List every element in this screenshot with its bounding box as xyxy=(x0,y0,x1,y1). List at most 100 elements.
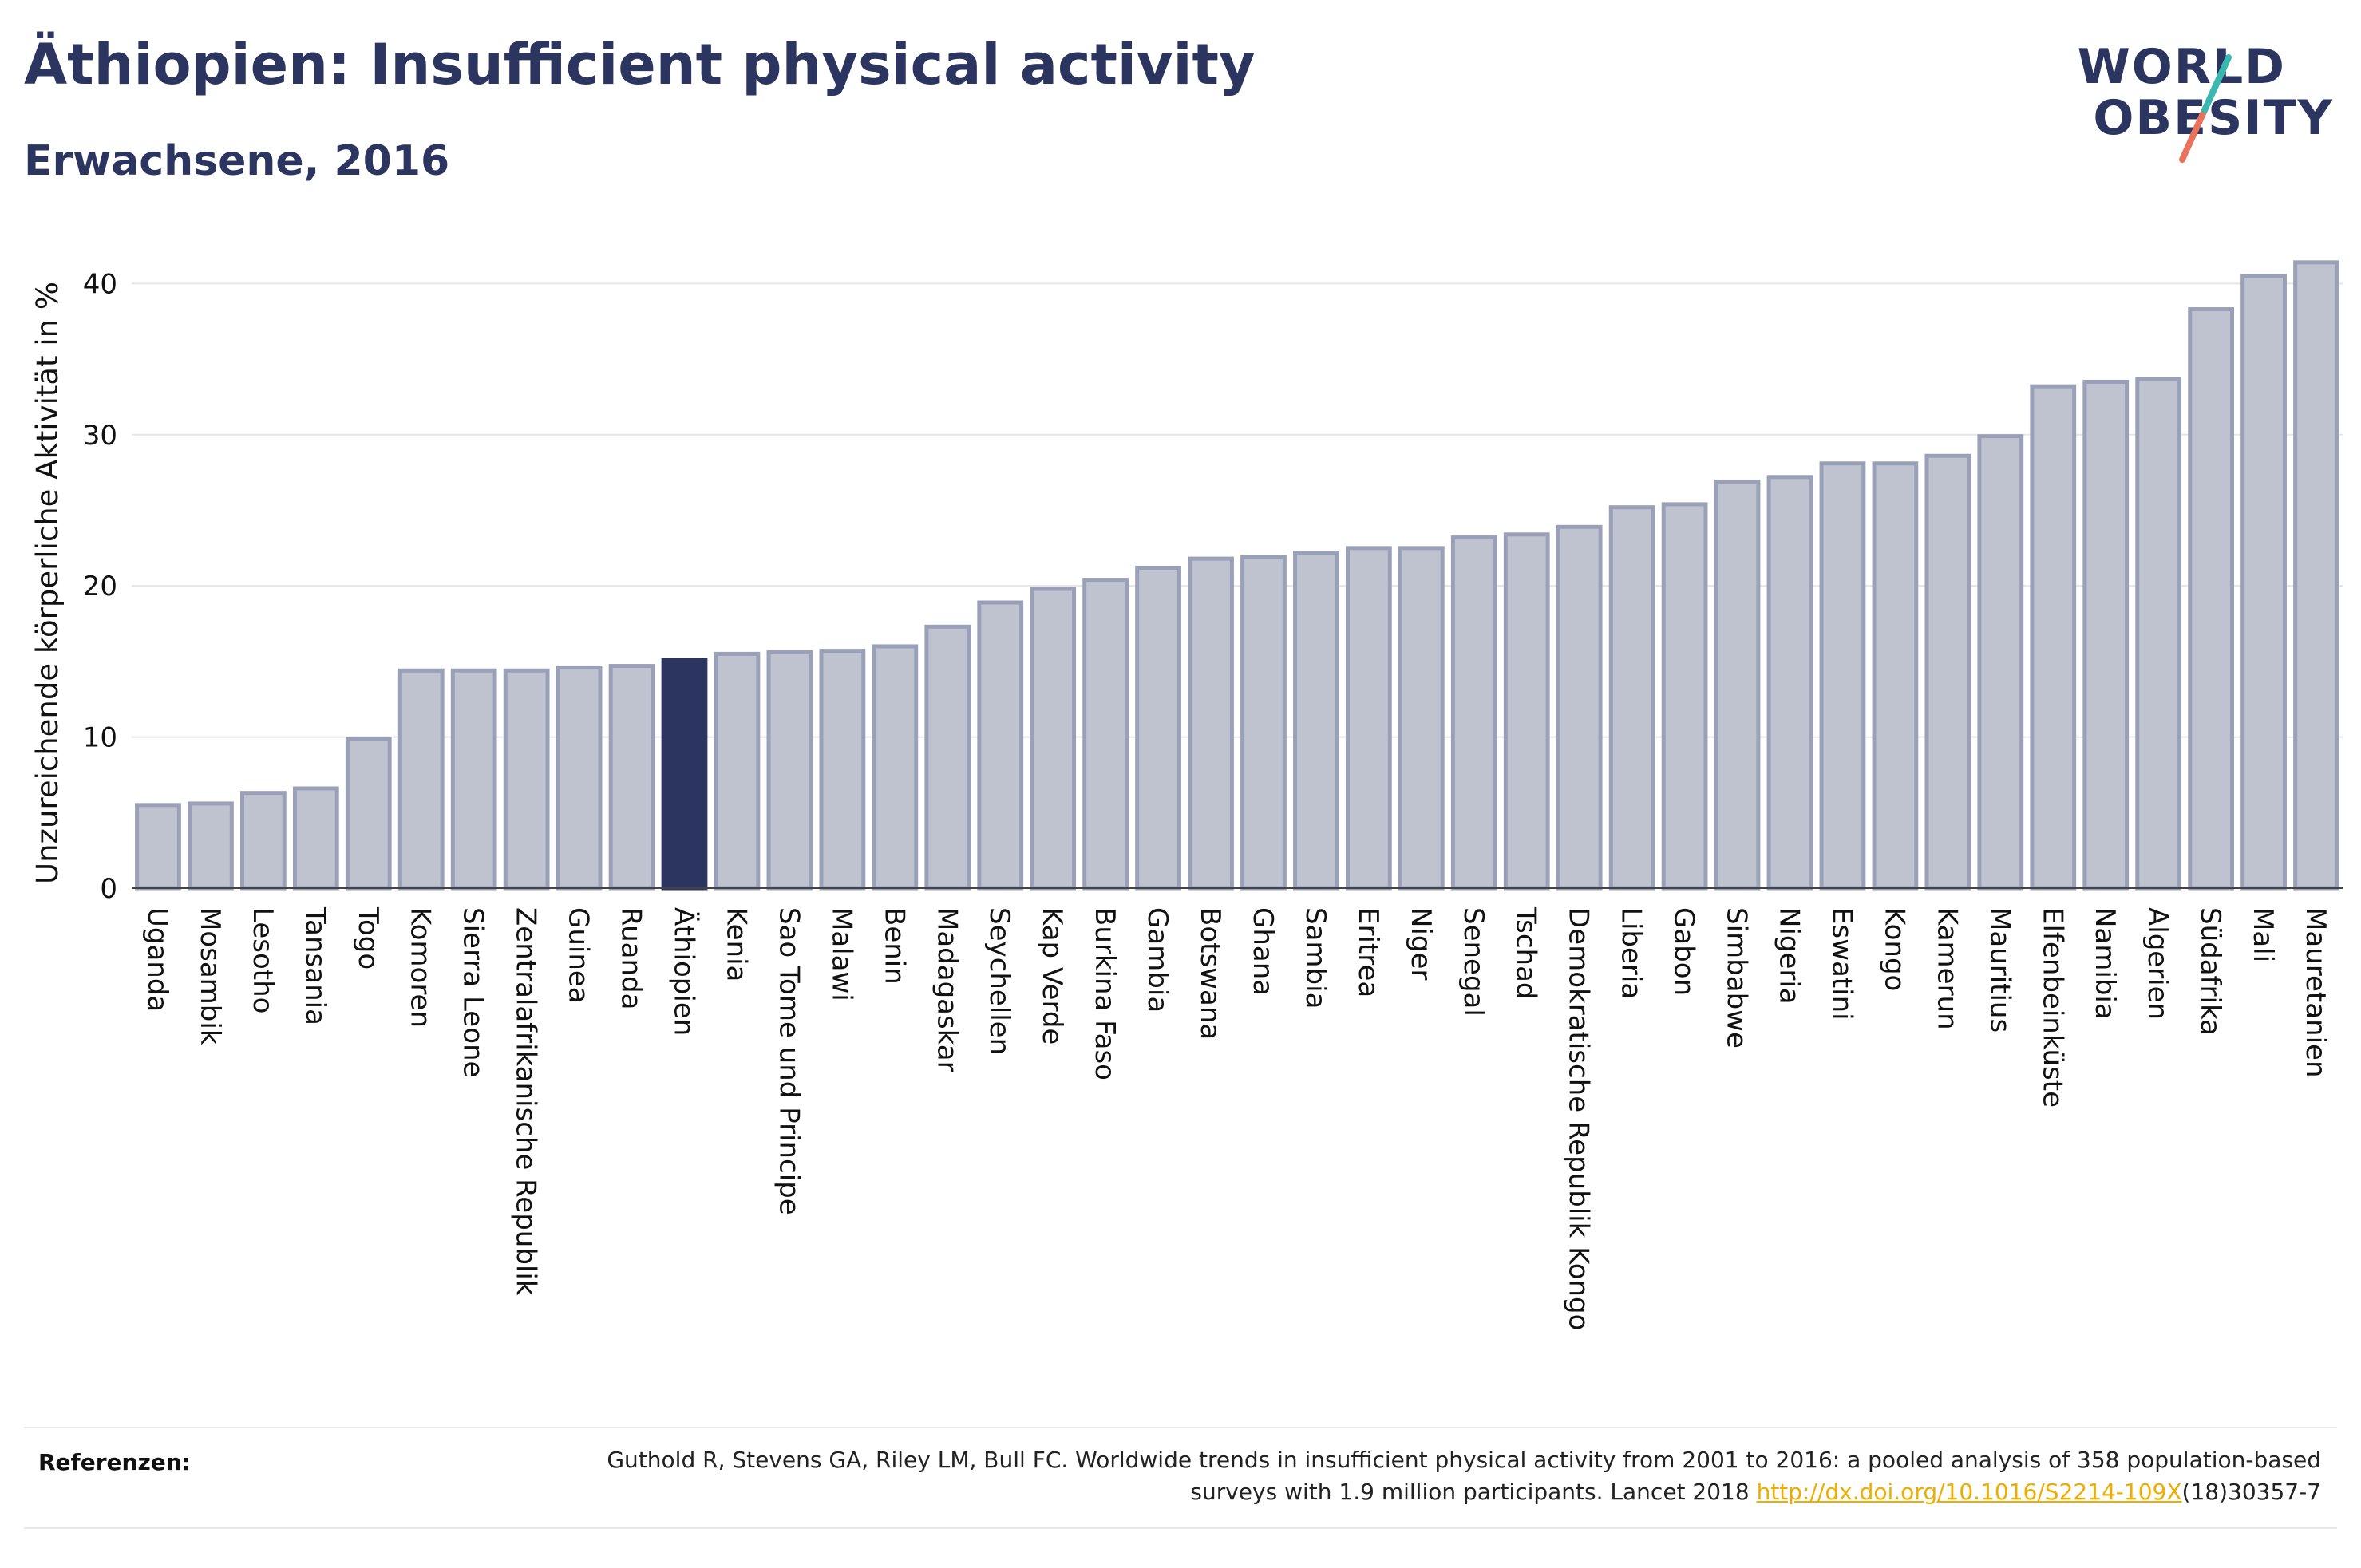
x-tick-label: Benin xyxy=(878,907,910,985)
bar-lesotho[interactable] xyxy=(240,791,287,891)
x-tick-label: Togo xyxy=(352,906,384,970)
bar-namibia[interactable] xyxy=(2082,379,2130,891)
bar-zentralafrikanische-republik[interactable] xyxy=(503,668,550,891)
bar-algerien[interactable] xyxy=(2135,377,2182,891)
bar-malawi[interactable] xyxy=(819,649,866,891)
bar-gambia[interactable] xyxy=(1135,565,1181,891)
bar-chart: 0 10 20 30 40 Uganda Mosambik Lesotho Tansania T… xyxy=(30,260,2343,1330)
bar-kenia[interactable] xyxy=(714,651,761,891)
y-tick-label: 30 xyxy=(83,420,117,452)
x-tick-label: Tschad xyxy=(1510,906,1542,1000)
bar-ghana[interactable] xyxy=(1240,555,1287,891)
chart-title: Äthiopien: Insufficient physical activit… xyxy=(24,32,1256,97)
y-tick-label: 0 xyxy=(100,873,117,905)
bar-mali[interactable] xyxy=(2240,274,2287,891)
x-tick-label: Senegal xyxy=(1457,907,1489,1017)
x-tick-label: Sambia xyxy=(1299,907,1331,1009)
bar-uganda[interactable] xyxy=(135,803,181,891)
x-tick-label: Kenia xyxy=(720,907,752,981)
bar-gabon[interactable] xyxy=(1661,502,1708,891)
x-tick-label: Eswatini xyxy=(1825,907,1857,1021)
x-tick-label: Sierra Leone xyxy=(457,907,489,1077)
bar-südafrika[interactable] xyxy=(2188,307,2234,891)
y-tick-label: 10 xyxy=(83,722,117,754)
x-tick-label: Tansania xyxy=(299,906,331,1025)
bar-kap-verde[interactable] xyxy=(1030,587,1077,891)
reference-citation-suffix: (18)30357-7 xyxy=(2181,1479,2321,1505)
x-tick-label: Mosambik xyxy=(194,907,226,1045)
chart-subtitle: Erwachsene, 2016 xyxy=(24,137,450,185)
bar-seychellen[interactable] xyxy=(977,600,1024,891)
x-tick-label: Burkina Faso xyxy=(1089,907,1121,1080)
bar-elfenbeinküste[interactable] xyxy=(2030,384,2077,891)
bar-demokratische-republik-kongo[interactable] xyxy=(1556,524,1603,891)
bar-eswatini[interactable] xyxy=(1819,461,1866,891)
x-tick-label: Kap Verde xyxy=(1036,907,1068,1045)
y-tick-label: 20 xyxy=(83,571,117,602)
bar-nigeria[interactable] xyxy=(1766,475,1813,891)
logo-text-world: WORLD xyxy=(2077,39,2286,95)
x-tick-label: Niger xyxy=(1405,907,1437,980)
x-tick-label: Algerien xyxy=(2142,907,2173,1020)
x-tick-label: Simbabwe xyxy=(1721,907,1753,1049)
bar-niger[interactable] xyxy=(1398,546,1445,891)
x-tick-label: Mauretanien xyxy=(2300,907,2331,1078)
x-tick-label: Mali xyxy=(2247,907,2279,962)
bar-kongo[interactable] xyxy=(1872,461,1919,891)
bar-burkina-faso[interactable] xyxy=(1082,578,1129,891)
y-tick-labels: 0 10 20 30 40 xyxy=(83,268,117,905)
y-axis-label: Unzureichende körperliche Aktivität in % xyxy=(30,282,65,884)
bar-tschad[interactable] xyxy=(1503,532,1550,891)
x-tick-labels: Uganda Mosambik Lesotho Tansania Togo Komoren… xyxy=(141,906,2331,1330)
references-text: Guthold R, Stevens GA, Riley LM, Bull FC… xyxy=(565,1444,2321,1508)
x-tick-label: Eritrea xyxy=(1352,907,1384,997)
bar-liberia[interactable] xyxy=(1608,505,1655,891)
x-tick-label: Namibia xyxy=(2089,907,2121,1020)
bar-sierra-leone[interactable] xyxy=(450,668,497,891)
x-tick-label: Liberia xyxy=(1616,907,1647,999)
references-label: Referenzen: xyxy=(38,1449,191,1475)
x-tick-label: Nigeria xyxy=(1774,907,1805,1005)
x-tick-label: Kamerun xyxy=(1931,907,1963,1030)
bar-madagaskar[interactable] xyxy=(924,624,971,891)
bars xyxy=(135,260,2339,891)
bar-mosambik[interactable] xyxy=(188,801,234,891)
bar-botswana[interactable] xyxy=(1188,556,1234,891)
x-tick-label: Seychellen xyxy=(983,907,1015,1055)
x-tick-label: Madagaskar xyxy=(931,907,963,1072)
bar-sao-tome-und-principe[interactable] xyxy=(766,650,813,891)
bar-senegal[interactable] xyxy=(1450,535,1497,891)
bar-togo[interactable] xyxy=(345,736,392,891)
bar-mauretanien[interactable] xyxy=(2293,260,2339,891)
bar-komoren[interactable] xyxy=(397,668,445,891)
bar-eritrea[interactable] xyxy=(1346,546,1392,891)
bar-simbabwe[interactable] xyxy=(1714,479,1761,891)
bar-äthiopien[interactable] xyxy=(661,658,708,891)
bar-benin[interactable] xyxy=(872,644,919,891)
x-tick-label: Südafrika xyxy=(2194,907,2226,1036)
bar-ruanda[interactable] xyxy=(608,664,655,891)
x-tick-label: Komoren xyxy=(405,907,437,1028)
x-tick-label: Mauritius xyxy=(1983,907,2015,1033)
x-tick-label: Gabon xyxy=(1668,907,1700,996)
reference-doi-link[interactable]: http://dx.doi.org/10.1016/S2214-109X xyxy=(1756,1479,2182,1505)
x-tick-label: Ruanda xyxy=(615,907,647,1009)
x-tick-label: Gambia xyxy=(1141,907,1173,1013)
bar-mauritius[interactable] xyxy=(1977,434,2024,891)
world-obesity-logo[interactable]: WORLD OBESITY xyxy=(2062,32,2334,176)
bar-sambia[interactable] xyxy=(1293,551,1339,891)
x-tick-label: Uganda xyxy=(141,907,173,1012)
bar-tansania[interactable] xyxy=(292,786,339,891)
grid-lines xyxy=(132,282,2343,738)
bar-kamerun[interactable] xyxy=(1924,453,1971,891)
logo-text-obesity: OBESITY xyxy=(2093,90,2334,146)
y-tick-label: 40 xyxy=(83,268,117,300)
bar-guinea[interactable] xyxy=(556,665,603,891)
x-tick-label: Zentralafrikanische Republik xyxy=(510,907,542,1296)
references-section: Referenzen: Guthold R, Stevens GA, Riley… xyxy=(24,1427,2337,1529)
x-tick-label: Lesotho xyxy=(247,907,279,1013)
x-tick-label: Malawi xyxy=(825,907,857,1001)
x-tick-label: Kongo xyxy=(1878,907,1910,991)
x-tick-label: Ghana xyxy=(1247,907,1279,996)
x-tick-label: Guinea xyxy=(563,907,595,1004)
